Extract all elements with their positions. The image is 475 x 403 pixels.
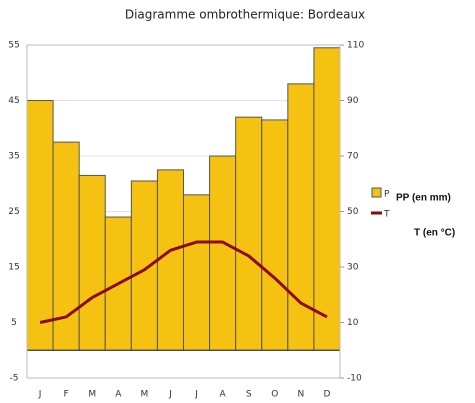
y-tick-label: 25 bbox=[8, 207, 19, 217]
x-tick-label: D bbox=[323, 390, 330, 400]
y-tick-label: 15 bbox=[8, 263, 19, 273]
bar bbox=[26, 100, 54, 351]
x-tick-label: F bbox=[64, 390, 69, 400]
y2-tick-label: 110 bbox=[347, 41, 364, 51]
legend-swatch bbox=[371, 187, 382, 198]
y-tick-label: 45 bbox=[8, 96, 19, 106]
y-tick-label: 5 bbox=[11, 318, 17, 328]
x-tick-label: A bbox=[115, 390, 122, 400]
x-tick-label: M bbox=[88, 390, 96, 400]
x-tick-label: J bbox=[38, 390, 42, 400]
annotation: PP (en mm) bbox=[396, 193, 451, 204]
annotation: T (en °C) bbox=[414, 228, 455, 239]
y2-tick-label: 90 bbox=[347, 96, 359, 106]
line bbox=[39, 240, 328, 324]
x-tick-label: A bbox=[220, 390, 227, 400]
y2-tick-label: 10 bbox=[347, 318, 359, 328]
bar bbox=[261, 119, 289, 351]
y-tick-label: 55 bbox=[8, 41, 19, 51]
y2-tick-label: 50 bbox=[347, 207, 359, 217]
y2-tick-label: -10 bbox=[347, 374, 362, 384]
bar bbox=[287, 83, 315, 351]
bar bbox=[156, 169, 185, 351]
bar bbox=[183, 194, 211, 351]
bar bbox=[313, 47, 341, 351]
bar bbox=[209, 155, 237, 351]
x-tick-label: M bbox=[140, 390, 148, 400]
legend-label: T bbox=[383, 210, 390, 220]
y-tick-label: -5 bbox=[10, 374, 19, 384]
bar bbox=[78, 174, 106, 351]
legend-label: P bbox=[384, 190, 390, 200]
bar bbox=[130, 180, 158, 351]
bar bbox=[235, 116, 263, 351]
x-tick-label: N bbox=[298, 390, 305, 400]
x-tick-label: J bbox=[168, 390, 172, 400]
plot-frame bbox=[26, 44, 341, 379]
chart-title: Diagramme ombrothermique: Bordeaux bbox=[125, 8, 365, 22]
y2-tick-label: 30 bbox=[347, 263, 359, 273]
x-tick-label: S bbox=[246, 390, 252, 400]
x-tick-label: J bbox=[194, 390, 198, 400]
y2-tick-label: 70 bbox=[347, 152, 359, 162]
y-tick-label: 35 bbox=[8, 152, 19, 162]
x-tick-label: O bbox=[271, 390, 278, 400]
